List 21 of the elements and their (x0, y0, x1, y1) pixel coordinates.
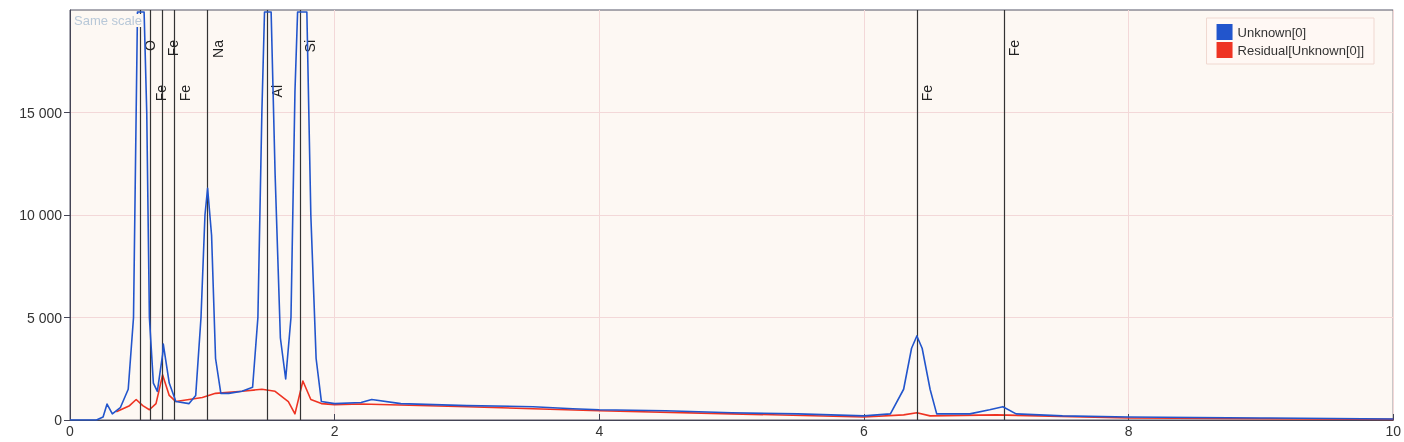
ref-line-label: O (142, 39, 159, 51)
y-tick-label: 0 (54, 412, 63, 428)
ref-line-label: Fe (152, 84, 169, 102)
x-tick-label: 10 (1385, 423, 1402, 439)
ref-line-label: Na (209, 39, 226, 58)
ref-line-label: Fe (918, 84, 935, 102)
x-tick-label: 8 (1124, 423, 1133, 439)
ref-line-label: Fe (1006, 39, 1023, 57)
annotation: Same scale (74, 13, 142, 28)
y-tick-label: 15 000 (19, 104, 63, 121)
ref-line-label: Fe (176, 84, 193, 102)
ref-line-label: Fe (164, 39, 181, 57)
y-tick-label: 10 000 (19, 207, 63, 223)
x-tick-label: 0 (66, 423, 75, 439)
x-tick-label: 6 (860, 423, 869, 439)
x-tick-label: 4 (595, 423, 604, 439)
x-tick-label: 2 (330, 423, 339, 439)
legend-label: Unknown[0] (1237, 24, 1307, 40)
legend-label: Residual[Unknown[0]] (1237, 42, 1365, 58)
ref-line-label: Al (269, 85, 286, 98)
y-tick-label: 5 000 (26, 309, 63, 326)
